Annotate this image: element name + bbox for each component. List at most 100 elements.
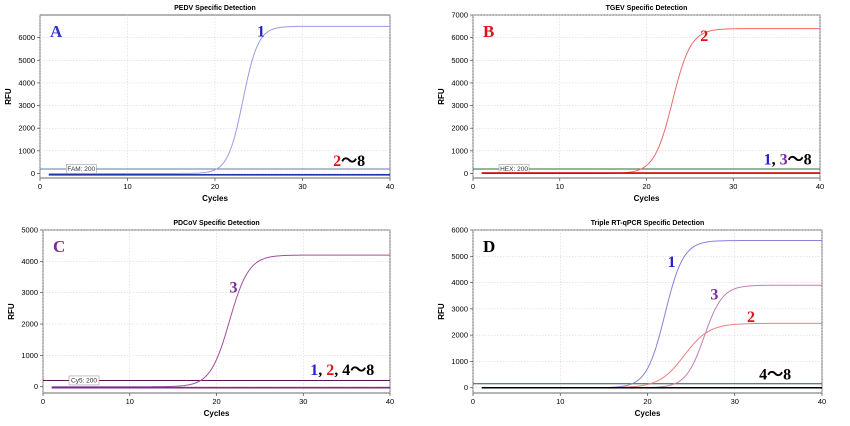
series-annotation: 2～8 (333, 153, 365, 170)
y-tick-label: 1000 (451, 146, 468, 155)
x-tick-label: 20 (642, 182, 650, 191)
x-tick-label: 0 (471, 397, 475, 406)
annotation-part: 2 (326, 362, 334, 379)
y-tick-label: 0 (31, 169, 35, 178)
x-tick-label: 30 (299, 397, 307, 406)
series-annotation: 3 (710, 287, 718, 304)
x-tick-label: 40 (386, 397, 394, 406)
y-tick-label: 6000 (18, 33, 35, 42)
annotation-part: 4～8 (342, 362, 374, 379)
x-tick-label: 20 (211, 182, 219, 191)
panel-label: D (483, 237, 495, 256)
annotation-part: 1 (668, 254, 676, 271)
x-tick-label: 20 (212, 397, 220, 406)
x-tick-label: 0 (471, 182, 475, 191)
x-axis-label: Cycles (635, 409, 661, 418)
x-tick-label: 10 (556, 182, 564, 191)
panel-label: A (50, 22, 63, 41)
y-tick-label: 2000 (21, 320, 38, 329)
x-tick-label: 10 (126, 397, 134, 406)
series-line-1 (48, 25, 390, 174)
annotation-part: 2 (747, 309, 755, 326)
threshold-label-box (68, 375, 100, 386)
chart-panel-b: TGEV Specific Detection 0 10 20 30 40 0 1000 200… (437, 5, 824, 203)
series-annotation: 4～8 (759, 366, 791, 383)
annotation-part: 2 (333, 153, 341, 170)
threshold-label: HEX: 200 (500, 166, 528, 173)
chart-title: TGEV Specific Detection (606, 5, 688, 12)
y-tick-label: 5000 (451, 56, 468, 65)
y-tick-label: 0 (34, 382, 38, 391)
annotation-part: 2 (700, 28, 708, 45)
x-tick-label: 0 (38, 182, 42, 191)
annotation-part: , (772, 151, 780, 168)
annotation-part: , (318, 362, 326, 379)
threshold-label: Cy5: 200 (71, 378, 97, 385)
annotation-part: 3 (780, 151, 788, 168)
x-tick-label: 40 (386, 182, 394, 191)
series-annotation: 3 (230, 280, 238, 297)
y-tick-label: 2000 (451, 331, 468, 340)
chart-panel-a: PEDV Specific Detection 0 10 20 30 40 0 1000 200… (4, 5, 394, 203)
y-tick-label: 3000 (21, 288, 38, 297)
annotation-part: 4～8 (759, 366, 791, 383)
panel-label: C (53, 237, 65, 256)
annotation-part: ～8 (788, 151, 812, 168)
y-tick-label: 4000 (451, 78, 468, 87)
y-tick-label: 5000 (18, 56, 35, 65)
chart-panel-c: PDCoV Specific Detection 0 10 20 30 40 0 1000 20… (7, 220, 394, 418)
y-tick-label: 0 (464, 169, 468, 178)
annotation-part: 3 (230, 280, 238, 297)
x-tick-label: 30 (731, 397, 739, 406)
x-tick-label: 40 (816, 182, 824, 191)
annotation-part: ～8 (341, 153, 365, 170)
series-annotation: 1 (257, 24, 265, 41)
series-annotation: 2 (747, 309, 755, 326)
y-tick-label: 3000 (18, 101, 35, 110)
annotation-part: 1 (764, 151, 772, 168)
annotation-part: 1 (257, 24, 265, 41)
y-tick-label: 6000 (451, 226, 468, 235)
y-tick-label: 7000 (451, 11, 468, 20)
chart-title: PDCoV Specific Detection (173, 220, 259, 227)
y-tick-label: 1000 (18, 146, 35, 155)
y-tick-label: 5000 (21, 226, 38, 235)
y-tick-label: 6000 (451, 33, 468, 42)
x-tick-label: 20 (643, 397, 651, 406)
x-tick-label: 30 (729, 182, 737, 191)
y-axis-label: RFU (437, 88, 446, 105)
y-axis-label: RFU (437, 303, 446, 320)
series-annotation: 1 (668, 254, 676, 271)
series-line-1 (51, 254, 390, 388)
annotation-part: , (334, 362, 342, 379)
y-tick-label: 3000 (451, 304, 468, 313)
y-tick-label: 1000 (21, 351, 38, 360)
x-tick-label: 0 (41, 397, 45, 406)
y-tick-label: 3000 (451, 101, 468, 110)
y-tick-label: 1000 (451, 357, 468, 366)
chart-title: PEDV Specific Detection (174, 5, 256, 12)
annotation-part: 3 (710, 287, 718, 304)
y-tick-label: 4000 (451, 278, 468, 287)
x-axis-label: Cycles (202, 194, 228, 203)
chart-title: Triple RT-qPCR Specific Detection (591, 220, 705, 227)
y-tick-label: 2000 (451, 124, 468, 133)
x-axis-label: Cycles (204, 409, 230, 418)
x-tick-label: 10 (123, 182, 131, 191)
y-tick-label: 4000 (18, 78, 35, 87)
annotation-part: 1 (310, 362, 318, 379)
y-tick-label: 0 (464, 383, 468, 392)
x-axis-label: Cycles (634, 194, 660, 203)
y-axis-label: RFU (7, 303, 16, 320)
panel-label: B (483, 22, 494, 41)
threshold-label: FAM: 200 (67, 166, 95, 173)
x-tick-label: 40 (818, 397, 826, 406)
series-annotation: 2 (700, 28, 708, 45)
series-annotation: 1, 3～8 (764, 151, 812, 168)
x-tick-label: 30 (298, 182, 306, 191)
y-tick-label: 2000 (18, 124, 35, 133)
y-tick-label: 5000 (451, 252, 468, 261)
x-tick-label: 10 (556, 397, 564, 406)
